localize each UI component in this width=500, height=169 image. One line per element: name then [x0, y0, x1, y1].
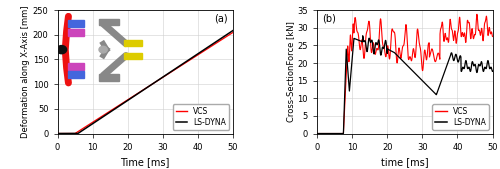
X-axis label: Time [ms]: Time [ms]: [120, 157, 170, 167]
Y-axis label: Deformation along X-Axis [mm]: Deformation along X-Axis [mm]: [21, 6, 30, 138]
Text: (a): (a): [214, 14, 228, 24]
Legend: VCS, LS-DYNA: VCS, LS-DYNA: [172, 104, 229, 130]
Text: (b): (b): [322, 14, 336, 24]
X-axis label: time [ms]: time [ms]: [381, 157, 428, 167]
Legend: VCS, LS-DYNA: VCS, LS-DYNA: [432, 104, 488, 130]
Y-axis label: Cross-SectionForce [kN]: Cross-SectionForce [kN]: [286, 21, 294, 122]
